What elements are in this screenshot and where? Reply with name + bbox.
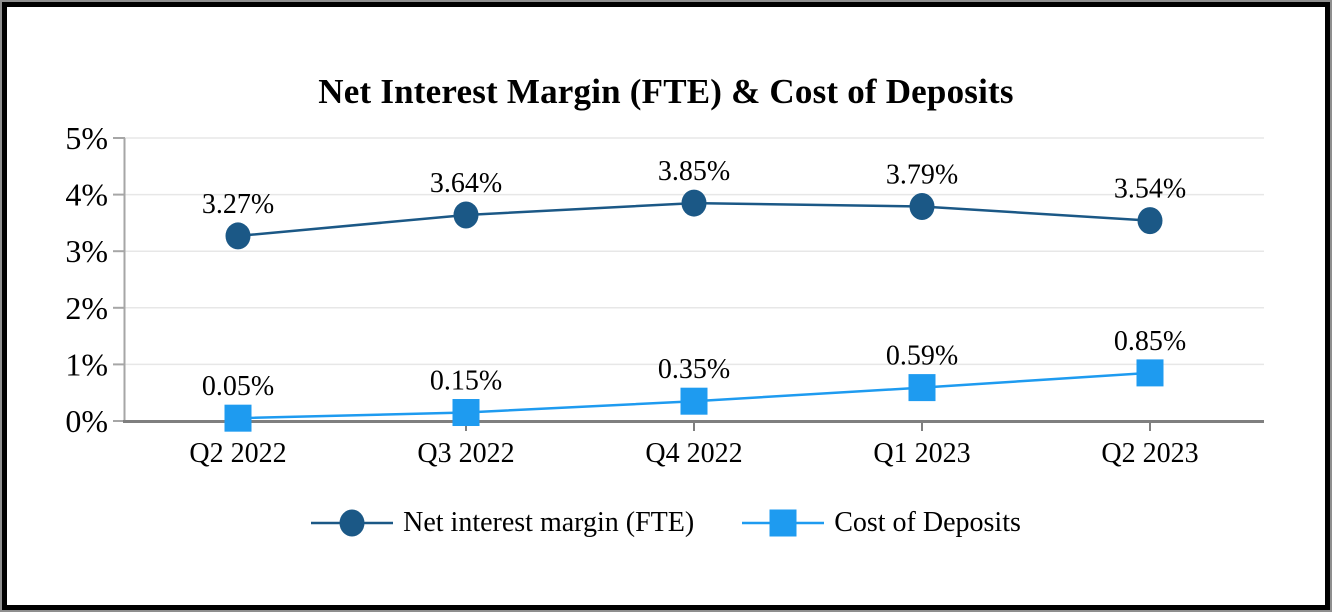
series-1-marker [680, 387, 708, 415]
series-0-marker [909, 192, 935, 220]
x-axis-label: Q1 2023 [873, 438, 970, 469]
y-axis-label: 2% [65, 290, 108, 326]
x-axis-label: Q2 2023 [1101, 438, 1198, 469]
data-label: 3.64% [430, 168, 502, 199]
y-axis-label: 5% [65, 120, 108, 156]
line-square-marker-icon [742, 509, 825, 537]
x-axis-label: Q3 2022 [417, 438, 514, 469]
data-label: 3.27% [202, 189, 274, 220]
data-label: 0.35% [658, 354, 730, 385]
y-axis-label: 3% [65, 233, 108, 269]
series-0-marker [681, 189, 707, 217]
data-label: 3.54% [1114, 174, 1186, 205]
legend-item-cost-of-deposits: Cost of Deposits [742, 506, 1021, 540]
series-1-marker [908, 374, 936, 402]
y-axis-label: 4% [65, 177, 108, 213]
legend-label-net-interest-margin: Net interest margin (FTE) [403, 507, 695, 538]
data-label: 3.79% [886, 159, 958, 190]
line-circle-marker-icon [311, 509, 394, 537]
legend-label-cost-of-deposits: Cost of Deposits [834, 507, 1021, 538]
series-0-marker [225, 222, 251, 250]
chart-title: Net Interest Margin (FTE) & Cost of Depo… [318, 72, 1014, 111]
data-label: 3.85% [658, 156, 730, 187]
x-axis-label: Q4 2022 [645, 438, 742, 469]
data-label: 0.15% [430, 366, 502, 397]
series-1-marker [224, 404, 252, 432]
data-label: 0.85% [1114, 326, 1186, 357]
legend: Net interest margin (FTE) Cost of Deposi… [0, 501, 1332, 545]
series-0-marker [1137, 207, 1163, 235]
series-1-marker [452, 399, 480, 427]
legend-item-net-interest-margin: Net interest margin (FTE) [311, 506, 694, 540]
data-label: 0.05% [202, 371, 274, 402]
series-1-marker [1136, 359, 1164, 387]
data-label: 0.59% [886, 341, 958, 372]
y-axis-label: 1% [65, 346, 108, 382]
x-axis-label: Q2 2022 [189, 438, 286, 469]
series-0-marker [453, 201, 479, 229]
y-axis-label: 0% [65, 403, 108, 439]
